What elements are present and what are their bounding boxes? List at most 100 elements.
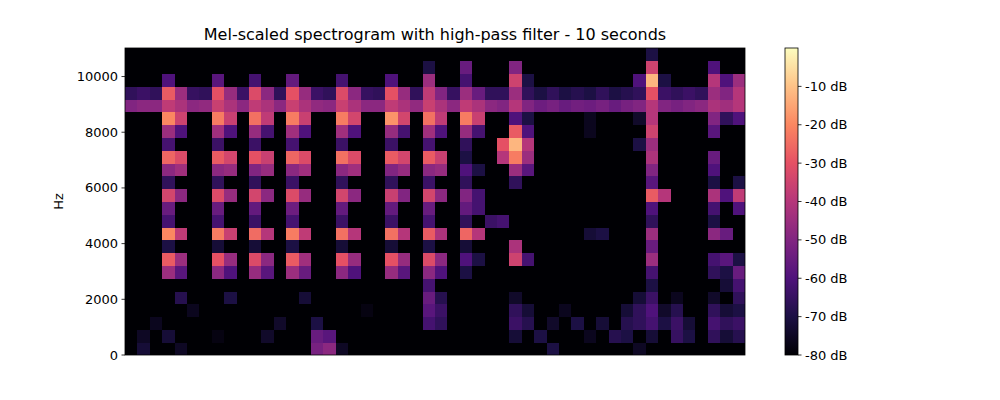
cell (646, 163, 659, 176)
cell (261, 74, 274, 87)
cell (137, 150, 150, 163)
cell (522, 125, 535, 138)
cell (175, 150, 188, 163)
cell (175, 342, 188, 355)
cell (299, 329, 312, 342)
cell (485, 48, 498, 61)
cell (299, 304, 312, 317)
cell (547, 61, 560, 74)
cell (212, 125, 225, 138)
cell (584, 138, 597, 151)
cell (720, 99, 733, 112)
cell (162, 278, 175, 291)
cell (472, 227, 485, 240)
cell (435, 317, 448, 330)
cell (361, 112, 374, 125)
cell (708, 214, 721, 227)
cell (435, 189, 448, 202)
cell (609, 214, 622, 227)
cell (187, 240, 200, 253)
cell (571, 86, 584, 99)
cell (398, 317, 411, 330)
cell (385, 227, 398, 240)
cell (472, 265, 485, 278)
cell (497, 304, 510, 317)
cell (497, 112, 510, 125)
cell (447, 329, 460, 342)
cell (683, 202, 696, 215)
cell (348, 317, 361, 330)
cell (671, 304, 684, 317)
cell (547, 163, 560, 176)
cell (212, 227, 225, 240)
cell (584, 278, 597, 291)
cell (485, 125, 498, 138)
cell (398, 265, 411, 278)
cell (410, 265, 423, 278)
cell (385, 265, 398, 278)
cell (261, 278, 274, 291)
cell (323, 112, 336, 125)
cell (237, 265, 250, 278)
cell (472, 189, 485, 202)
cell (398, 61, 411, 74)
cell (423, 291, 436, 304)
cell (559, 150, 572, 163)
cell (385, 189, 398, 202)
cell (187, 125, 200, 138)
cell (249, 163, 262, 176)
cell (658, 112, 671, 125)
cell (571, 74, 584, 87)
cell (733, 150, 745, 163)
cell (658, 202, 671, 215)
cell (460, 202, 473, 215)
cell (609, 86, 622, 99)
cell (187, 176, 200, 189)
cell (497, 138, 510, 151)
cell (212, 163, 225, 176)
cell (683, 86, 696, 99)
cell (150, 342, 163, 355)
cell (509, 227, 522, 240)
cell (423, 138, 436, 151)
cell (150, 99, 163, 112)
cell (175, 138, 188, 151)
cell (522, 48, 535, 61)
cell (460, 163, 473, 176)
cell (472, 61, 485, 74)
cell (683, 240, 696, 253)
cell (299, 342, 312, 355)
cell (199, 138, 212, 151)
cell (361, 86, 374, 99)
cell (299, 112, 312, 125)
cell (249, 189, 262, 202)
cell (410, 317, 423, 330)
cell (509, 48, 522, 61)
cell (671, 342, 684, 355)
y-tick-label: 4000 (85, 236, 118, 251)
cell (224, 317, 237, 330)
cell (708, 317, 721, 330)
cell (447, 189, 460, 202)
cell (733, 304, 745, 317)
cell (237, 304, 250, 317)
cell (348, 214, 361, 227)
cell (720, 138, 733, 151)
cell (547, 329, 560, 342)
colorbar-tick (798, 239, 802, 240)
cell (175, 74, 188, 87)
cell (274, 240, 287, 253)
cell (125, 163, 138, 176)
cell (137, 74, 150, 87)
cell (708, 278, 721, 291)
cell (522, 202, 535, 215)
colorbar-tick (798, 201, 802, 202)
cell (559, 61, 572, 74)
cell (187, 74, 200, 87)
cell (137, 48, 150, 61)
cell (249, 61, 262, 74)
cell (286, 291, 299, 304)
cell (311, 253, 324, 266)
cell (410, 291, 423, 304)
cell (708, 48, 721, 61)
